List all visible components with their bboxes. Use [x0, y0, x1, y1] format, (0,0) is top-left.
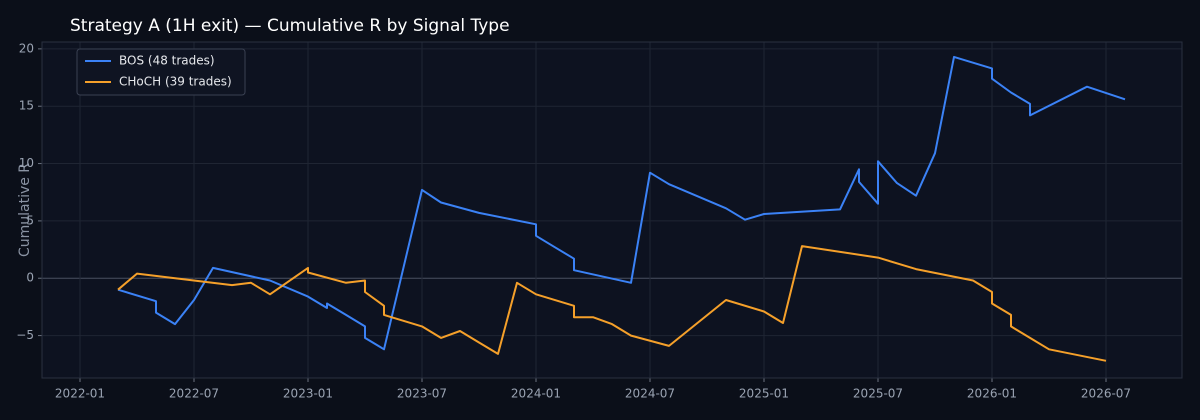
- plot-frame: [41, 41, 1183, 379]
- x-tick-label: 2022-01: [55, 387, 105, 401]
- x-tick-label: 2025-01: [739, 387, 789, 401]
- x-tick-label: 2024-01: [511, 387, 561, 401]
- y-tick-label: 0: [26, 271, 34, 285]
- legend-box: [76, 48, 246, 96]
- x-tick-label: 2023-07: [397, 387, 447, 401]
- y-axis-label: Cumulative R: [17, 163, 33, 257]
- y-tick-label: 20: [19, 41, 34, 55]
- y-tick-label: 15: [19, 99, 34, 113]
- legend-label: CHoCH (39 trades): [119, 75, 232, 89]
- x-tick-label: 2025-07: [853, 387, 903, 401]
- x-tick-label: 2026-07: [1081, 387, 1131, 401]
- x-tick-label: 2023-01: [283, 387, 333, 401]
- x-tick-label: 2022-07: [169, 387, 219, 401]
- legend-label: BOS (48 trades): [119, 54, 215, 68]
- y-tick-label: 5: [26, 213, 34, 227]
- y-tick-label: 10: [19, 156, 34, 170]
- chart-title: Strategy A (1H exit) — Cumulative R by S…: [70, 16, 510, 36]
- x-tick-label: 2026-01: [967, 387, 1017, 401]
- y-tick-label: −5: [16, 328, 34, 342]
- x-tick-label: 2024-07: [625, 387, 675, 401]
- series-line: [117, 55, 1126, 351]
- series-line: [117, 245, 1107, 362]
